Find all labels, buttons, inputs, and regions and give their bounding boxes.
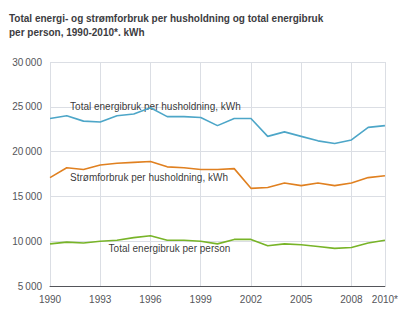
svg-text:2008: 2008 <box>340 294 363 305</box>
svg-text:15 000: 15 000 <box>12 191 42 202</box>
svg-text:1993: 1993 <box>89 294 112 305</box>
svg-text:1996: 1996 <box>139 294 162 305</box>
svg-text:30 000: 30 000 <box>12 57 42 68</box>
svg-text:1990: 1990 <box>39 294 62 305</box>
svg-text:Strømforbruk per husholdning,: Strømforbruk per husholdning, kWh <box>70 172 228 183</box>
svg-text:2005: 2005 <box>290 294 313 305</box>
svg-text:Total energi- og strømforbruk: Total energi- og strømforbruk per hushol… <box>9 13 324 24</box>
svg-text:1999: 1999 <box>190 294 213 305</box>
svg-text:2010*: 2010* <box>372 294 398 305</box>
svg-text:5 000: 5 000 <box>18 281 43 292</box>
svg-text:per person, 1990-2010*. kWh: per person, 1990-2010*. kWh <box>9 27 145 38</box>
svg-text:Total energibruk per person: Total energibruk per person <box>109 243 231 254</box>
svg-text:20 000: 20 000 <box>12 146 42 157</box>
svg-text:2002: 2002 <box>240 294 263 305</box>
svg-text:25 000: 25 000 <box>12 101 42 112</box>
svg-text:Total energibruk per husholdni: Total energibruk per husholdning, kWh <box>70 100 241 112</box>
svg-text:10 000: 10 000 <box>12 236 42 247</box>
